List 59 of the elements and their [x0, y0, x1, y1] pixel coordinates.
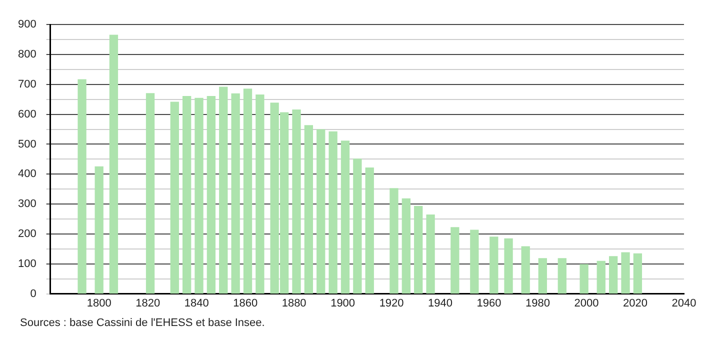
bar	[243, 88, 252, 294]
bar	[328, 131, 338, 294]
y-tick-label: 0	[30, 288, 36, 300]
bar	[292, 110, 301, 294]
bar	[558, 258, 566, 294]
bar	[304, 125, 314, 294]
y-tick-label: 600	[18, 108, 36, 120]
x-tick-label: 1880	[282, 297, 306, 310]
x-tick-label: 1980	[526, 297, 550, 310]
x-tick-label: 1860	[233, 297, 258, 310]
y-tick-label: 100	[18, 258, 36, 270]
bar	[256, 94, 264, 294]
bar	[596, 260, 606, 294]
bar	[182, 96, 192, 294]
bar	[608, 256, 618, 294]
x-tick-label: 1800	[86, 297, 112, 310]
bar	[206, 96, 216, 294]
x-tick-label: 1940	[428, 297, 453, 310]
x-tick-label: 1960	[476, 297, 502, 310]
bar	[94, 166, 104, 294]
y-tick-label: 900	[18, 18, 36, 31]
bar	[621, 252, 630, 294]
bar	[426, 214, 435, 294]
y-tick-label: 500	[18, 138, 36, 150]
x-tick-label: 2040	[672, 297, 696, 310]
bar	[170, 102, 179, 294]
bar	[538, 258, 547, 294]
x-tick-label: 1840	[184, 297, 209, 310]
bar	[402, 198, 410, 294]
bar	[340, 140, 350, 294]
bar	[78, 79, 86, 294]
bar	[521, 246, 530, 294]
bar	[109, 34, 118, 294]
x-tick-label: 1920	[379, 297, 404, 310]
bar	[353, 158, 362, 294]
y-tick-label: 700	[18, 78, 36, 90]
x-tick-label: 2000	[574, 297, 599, 310]
bar	[194, 98, 204, 294]
bar	[231, 93, 240, 294]
x-tick-label: 1900	[330, 297, 356, 310]
y-tick-label: 200	[18, 228, 36, 240]
bar	[450, 227, 460, 294]
bar	[633, 253, 642, 294]
y-tick-label: 400	[18, 168, 36, 180]
bar	[504, 238, 513, 294]
x-tick-label: 2020	[623, 297, 648, 310]
bar	[316, 129, 326, 294]
bar	[146, 93, 155, 294]
bar	[470, 230, 479, 294]
x-tick-label: 1820	[136, 297, 160, 310]
bar	[219, 86, 228, 294]
bar	[490, 236, 498, 294]
bar	[580, 264, 588, 294]
bar	[414, 206, 423, 294]
bar	[365, 168, 374, 294]
bar	[390, 188, 398, 294]
source-note: Sources : base Cassini de l'EHESS et base Insee.	[20, 317, 266, 329]
y-tick-label: 800	[18, 48, 36, 61]
y-tick-label: 300	[18, 198, 36, 210]
